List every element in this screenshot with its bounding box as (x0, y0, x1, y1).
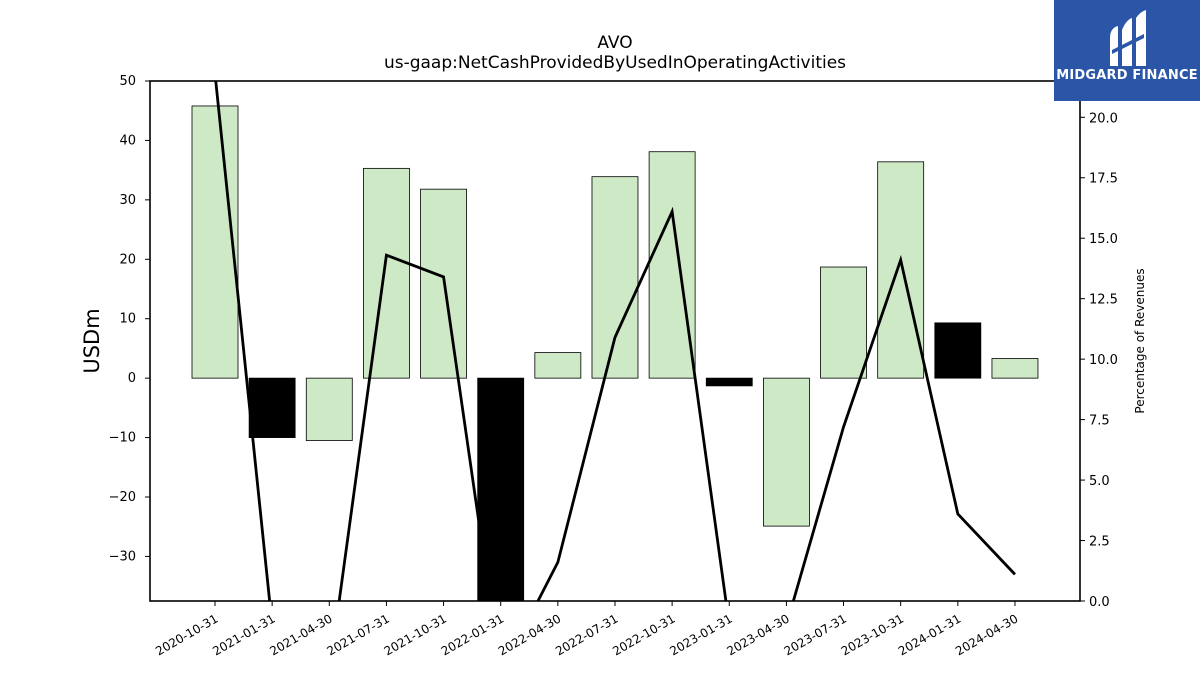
bar-2023-10-31 (877, 161, 925, 379)
x-tick-label: 2024-04-30 (953, 611, 1020, 658)
y2-tick-label: 5.0 (1089, 474, 1110, 489)
x-tick-label: 2023-07-31 (782, 611, 849, 658)
bar-2021-01-31 (248, 377, 296, 438)
y-tick-label: 50 (119, 74, 136, 89)
y-tick-label: 10 (119, 312, 136, 327)
x-tick-label: 2022-07-31 (553, 611, 620, 658)
y-tick-label: −20 (109, 490, 136, 505)
x-tick-label: 2023-04-30 (724, 611, 791, 658)
y2-tick-label: 20.0 (1089, 111, 1118, 126)
y2-tick-label: 10.0 (1089, 353, 1118, 368)
y-tick-label: −30 (109, 549, 136, 564)
revenue-percentage-line (214, 81, 1016, 601)
x-tick-label: 2021-10-31 (382, 611, 449, 658)
bar-2023-07-31 (820, 266, 867, 379)
chart-title: AVO (597, 33, 632, 53)
bar-2022-07-31 (591, 176, 639, 379)
bar-2020-10-31 (191, 105, 239, 379)
bar-2022-10-31 (648, 151, 696, 379)
x-tick-label: 2021-04-30 (267, 611, 334, 658)
bar-2024-04-30 (991, 358, 1039, 379)
y-axis-label: USDm (80, 308, 104, 373)
y2-tick-label: 12.5 (1089, 293, 1118, 308)
x-tick-label: 2024-01-31 (896, 611, 963, 658)
bar-2021-04-30 (305, 377, 353, 441)
x-tick-label: 2023-10-31 (839, 611, 906, 658)
bar-2024-01-31 (934, 322, 982, 379)
y2-axis-label: Percentage of Revenues (1133, 268, 1147, 413)
y-tick-label: −10 (109, 431, 136, 446)
bar-2022-04-30 (534, 352, 582, 379)
y2-tick-label: 2.5 (1089, 535, 1110, 550)
y2-tick-label: 7.5 (1089, 414, 1110, 429)
y-tick-label: 20 (119, 252, 136, 267)
bar-2023-04-30 (763, 377, 810, 527)
x-tick-label: 2022-04-30 (496, 611, 563, 658)
x-tick-label: 2021-01-31 (210, 611, 277, 658)
y2-tick-label: 0.0 (1089, 595, 1110, 610)
x-tick-label: 2022-10-31 (610, 611, 677, 658)
x-axis: 2020-10-312021-01-312021-04-302021-07-31… (153, 601, 1020, 658)
y-tick-label: 30 (119, 193, 136, 208)
bars-layer (191, 105, 1039, 601)
line-layer (214, 81, 1016, 601)
y2-tick-label: 17.5 (1089, 172, 1118, 187)
logo-mark-icon (1110, 10, 1146, 66)
y-tick-label: 40 (119, 133, 136, 148)
x-tick-label: 2022-01-31 (439, 611, 506, 658)
x-tick-label: 2020-10-31 (153, 611, 220, 658)
brand-logo: MIDGARD FINANCE (1054, 0, 1200, 101)
chart-subtitle: us-gaap:NetCashProvidedByUsedInOperating… (384, 53, 846, 73)
y-axis-right: 20.0 17.5 15.0 12.5 10.0 7.5 5.0 2.5 0.0 (1080, 111, 1118, 610)
y-axis-left: 50 40 30 20 10 0 −10 −20 −30 (109, 74, 150, 564)
bar-2023-01-31 (705, 377, 753, 387)
bar-2021-07-31 (363, 167, 410, 379)
x-tick-label: 2021-07-31 (325, 611, 392, 658)
y2-tick-label: 15.0 (1089, 232, 1118, 247)
x-tick-label: 2023-01-31 (667, 611, 734, 658)
y-tick-label: 0 (128, 371, 136, 386)
logo-text: MIDGARD FINANCE (1056, 68, 1198, 83)
